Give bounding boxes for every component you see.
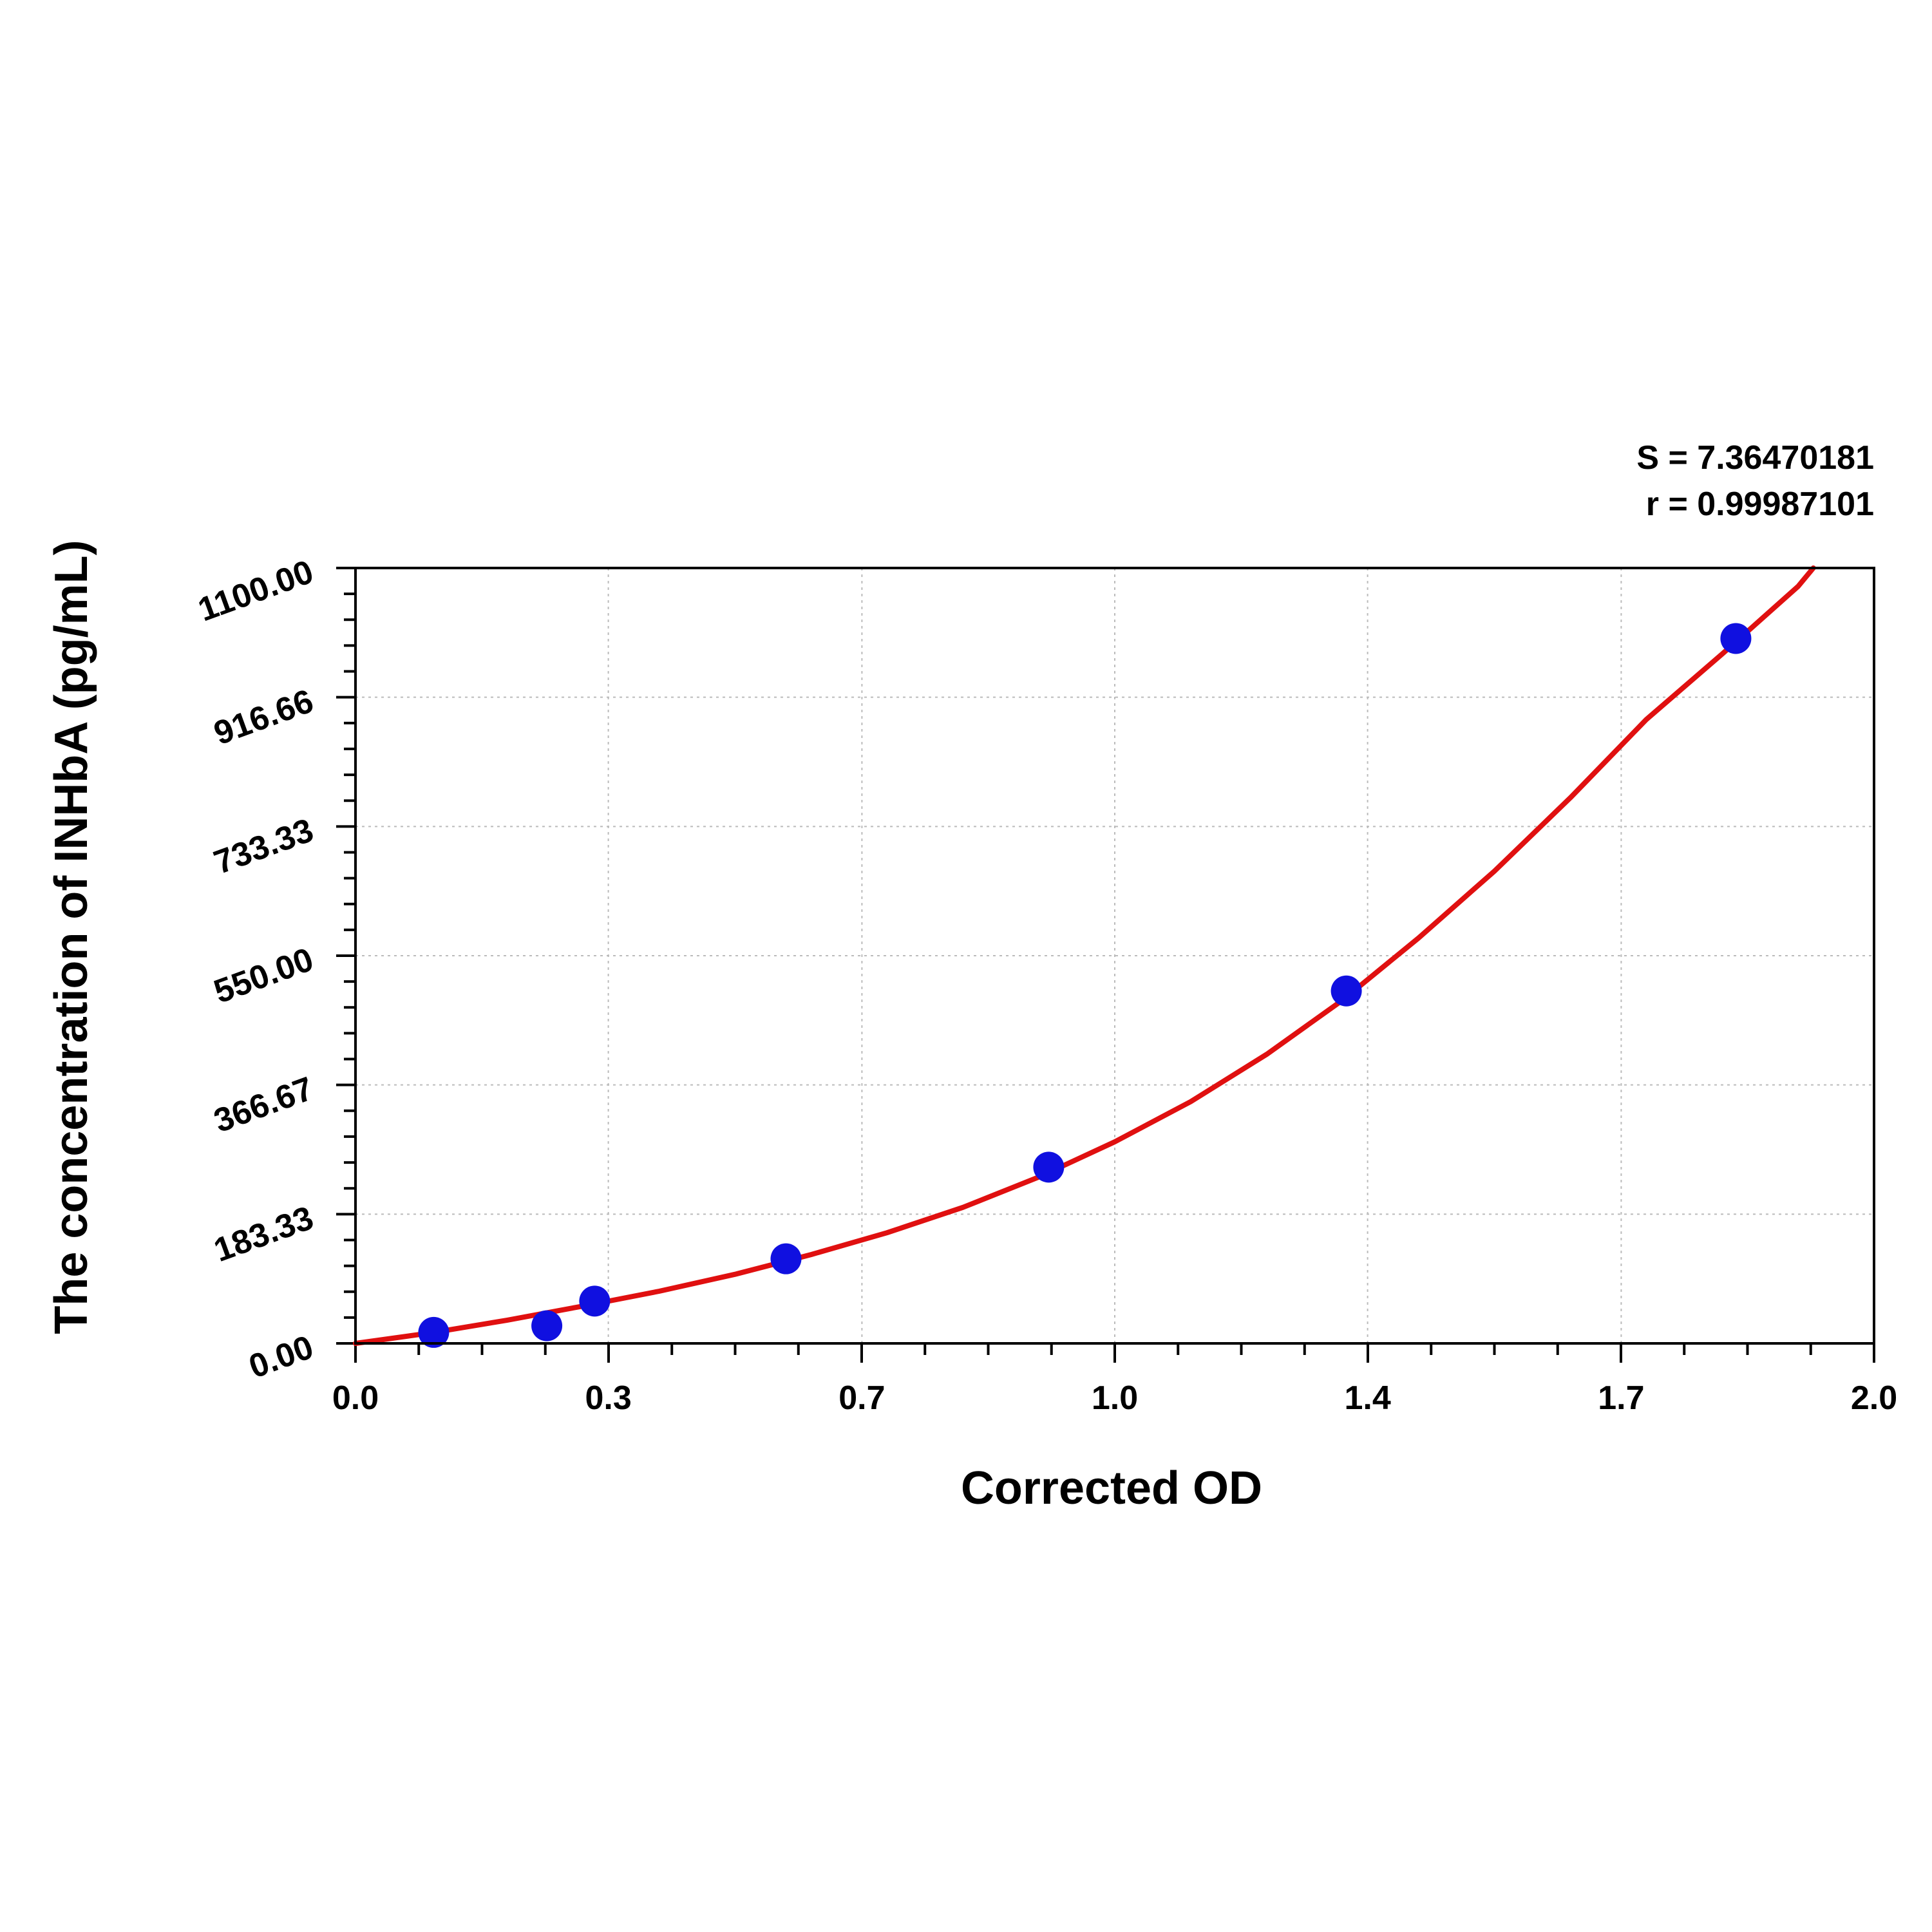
- data-point: [1331, 975, 1362, 1007]
- stat-r-value: r = 0.99987101: [1646, 486, 1874, 523]
- data-point: [418, 1316, 450, 1348]
- x-tick-label: 2.0: [1851, 1379, 1897, 1417]
- x-axis-title: Corrected OD: [961, 1463, 1262, 1514]
- x-tick-label: 0.3: [585, 1379, 631, 1417]
- x-tick-label: 1.7: [1598, 1379, 1644, 1417]
- x-tick-label: 1.4: [1344, 1379, 1390, 1417]
- data-point: [531, 1310, 563, 1341]
- data-point: [1033, 1151, 1065, 1183]
- data-point: [770, 1243, 802, 1274]
- y-axis-title: The concentration of INHbA (pg/mL): [46, 540, 97, 1334]
- x-tick-label: 1.0: [1092, 1379, 1138, 1417]
- x-tick-labels: 0.0 0.3 0.7 1.0 1.4 1.7 2.0: [332, 1379, 1897, 1417]
- grid-lines: [355, 568, 1874, 1343]
- x-tick-label: 0.0: [332, 1379, 379, 1417]
- stat-s-value: S = 7.36470181: [1636, 439, 1874, 477]
- x-tick-label: 0.7: [838, 1379, 885, 1417]
- data-point: [579, 1285, 611, 1317]
- plot-frame: [354, 567, 1875, 1345]
- data-series: [353, 565, 1816, 1348]
- axis-ticks: [336, 567, 1875, 1363]
- data-point: [1720, 623, 1752, 654]
